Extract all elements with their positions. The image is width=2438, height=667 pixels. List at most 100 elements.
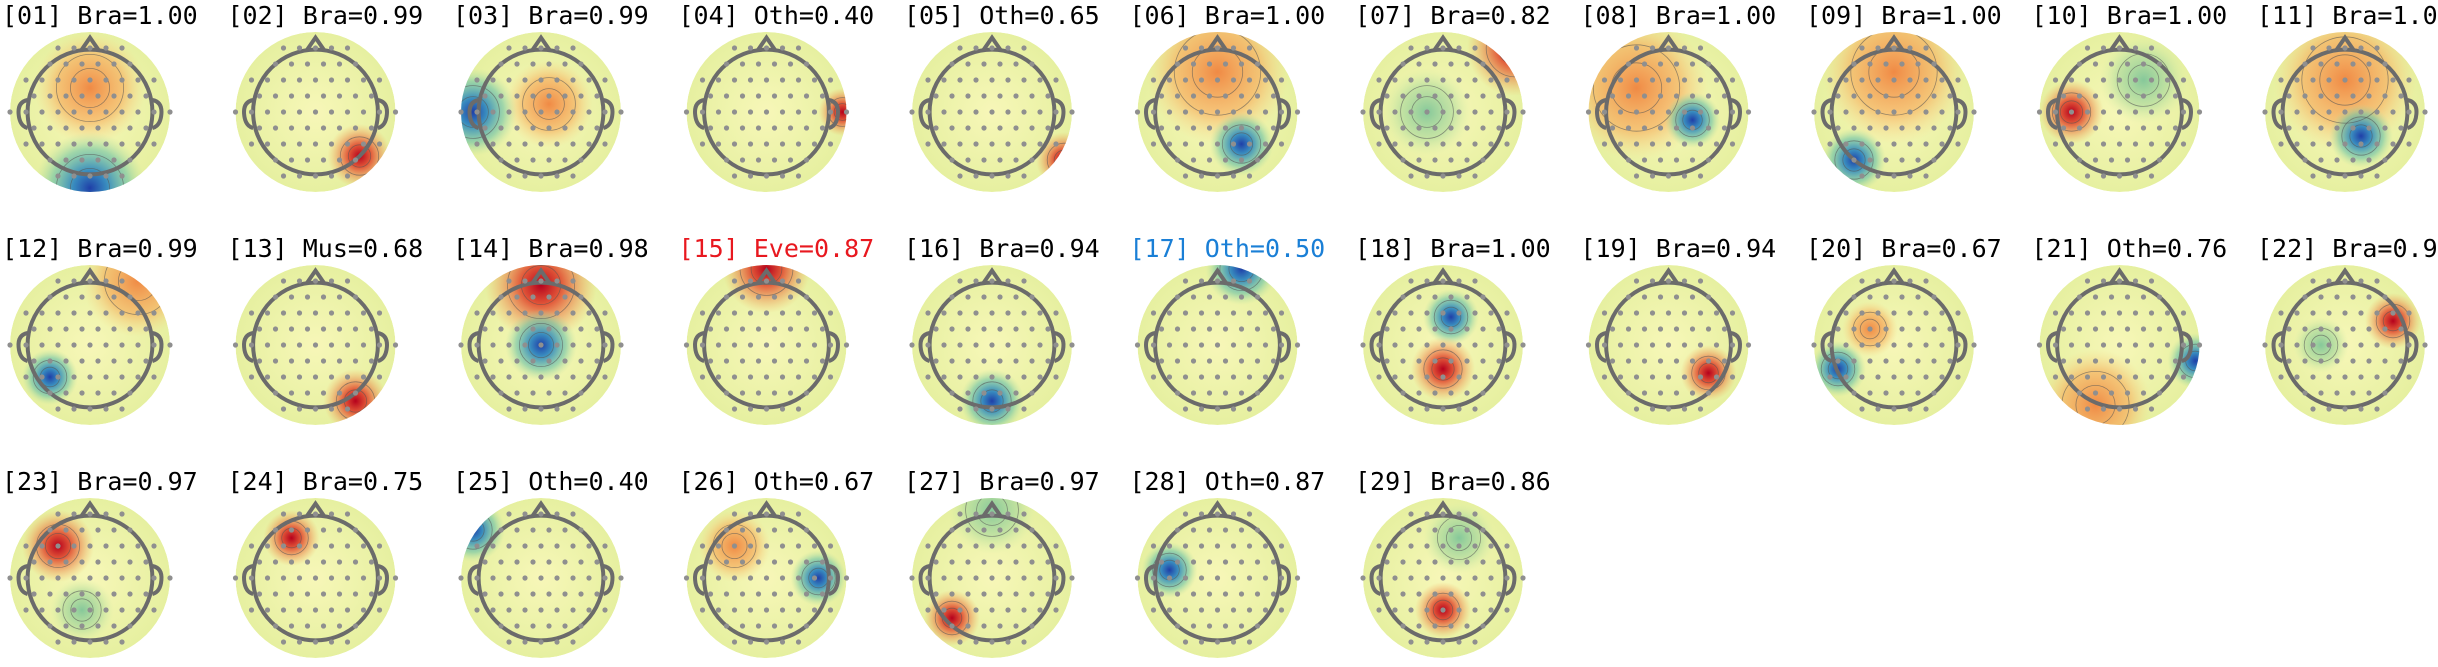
nose xyxy=(1657,34,1680,52)
electrode xyxy=(360,342,367,348)
electrode xyxy=(296,511,303,517)
electrode xyxy=(304,326,311,332)
electrode xyxy=(562,61,568,67)
electrode xyxy=(771,125,778,131)
electrode xyxy=(1843,109,1849,115)
electrode xyxy=(506,342,512,348)
electrode xyxy=(1270,326,1277,332)
electrode xyxy=(562,93,568,99)
electrode xyxy=(819,125,826,131)
contour xyxy=(1152,552,1187,588)
left-ear xyxy=(467,564,480,596)
electrode xyxy=(1689,390,1696,396)
electrode xyxy=(1955,310,1961,316)
electrode xyxy=(1633,374,1640,380)
electrode xyxy=(232,109,239,115)
electrode xyxy=(1005,173,1011,179)
electrode xyxy=(79,559,85,565)
electrode xyxy=(965,591,971,597)
electrode xyxy=(490,607,496,613)
electrode xyxy=(1432,358,1438,364)
electrode xyxy=(1843,141,1849,147)
electrode xyxy=(2084,278,2091,284)
electrode xyxy=(498,157,504,163)
electrode xyxy=(1697,141,1704,147)
electrode xyxy=(2382,294,2388,300)
electrode xyxy=(320,591,327,597)
electrode xyxy=(360,543,367,549)
electrode xyxy=(538,141,544,147)
electrode xyxy=(1811,342,1817,348)
electrode xyxy=(997,157,1003,163)
right-ear xyxy=(828,331,840,363)
electrode xyxy=(103,342,109,348)
electrode xyxy=(368,358,375,364)
electrode xyxy=(1827,310,1833,316)
electrode xyxy=(506,173,512,179)
electrode xyxy=(272,559,279,565)
electrode xyxy=(1440,141,1446,147)
electrode xyxy=(1875,406,1881,412)
electrode xyxy=(111,61,117,67)
electrode xyxy=(2076,294,2083,300)
electrode xyxy=(2148,374,2155,380)
electrode xyxy=(111,358,117,364)
electrode xyxy=(1206,623,1213,629)
electrode xyxy=(1182,406,1189,412)
electrode xyxy=(1424,406,1430,412)
electrode xyxy=(1585,342,1592,348)
electrode xyxy=(248,141,255,147)
electrode xyxy=(522,109,528,115)
electrode xyxy=(2326,45,2332,51)
topomap-tile: [16] Bra=0.94 xyxy=(904,234,1100,425)
electrode xyxy=(2382,390,2388,396)
electrode xyxy=(1400,61,1406,67)
electrode xyxy=(1021,310,1027,316)
electrode xyxy=(707,358,714,364)
electrode xyxy=(779,342,786,348)
electrode xyxy=(1649,278,1656,284)
electrode xyxy=(739,527,746,533)
electrode xyxy=(304,157,311,163)
electrode xyxy=(2350,61,2356,67)
component-label: [12] Bra=0.99 xyxy=(2,234,198,263)
electrode xyxy=(2156,326,2163,332)
electrode xyxy=(1416,527,1422,533)
electrode xyxy=(474,109,480,115)
electrode xyxy=(2108,61,2115,67)
electrode xyxy=(127,559,133,565)
electrode xyxy=(747,374,754,380)
electrode xyxy=(2278,109,2284,115)
contour xyxy=(347,144,372,168)
electrode xyxy=(522,639,528,645)
nose xyxy=(755,500,778,518)
electrode xyxy=(2358,173,2364,179)
electrode xyxy=(248,374,255,380)
electrode xyxy=(1182,374,1189,380)
electrode xyxy=(1174,527,1181,533)
electrode xyxy=(731,406,738,412)
electrode xyxy=(578,125,584,131)
electrode xyxy=(2398,358,2404,364)
electrode xyxy=(1021,45,1027,51)
electrode xyxy=(248,77,255,83)
electrode xyxy=(514,358,520,364)
electrode xyxy=(474,342,480,348)
electrode xyxy=(1915,358,1921,364)
electrode xyxy=(1859,310,1865,316)
electrode xyxy=(127,93,133,99)
electrode xyxy=(1021,406,1027,412)
electrode xyxy=(336,591,343,597)
electrode xyxy=(1166,543,1173,549)
electrode xyxy=(787,93,794,99)
electrode xyxy=(256,591,263,597)
electrode xyxy=(989,511,995,517)
electrode xyxy=(2084,77,2091,83)
topomap-tile: [06] Bra=1.00 xyxy=(1130,1,1325,192)
electrode xyxy=(1166,141,1173,147)
electrode xyxy=(127,294,133,300)
electrode xyxy=(2156,358,2163,364)
left-ear xyxy=(16,564,29,596)
contour xyxy=(1842,148,1866,172)
electrode xyxy=(1617,77,1624,83)
